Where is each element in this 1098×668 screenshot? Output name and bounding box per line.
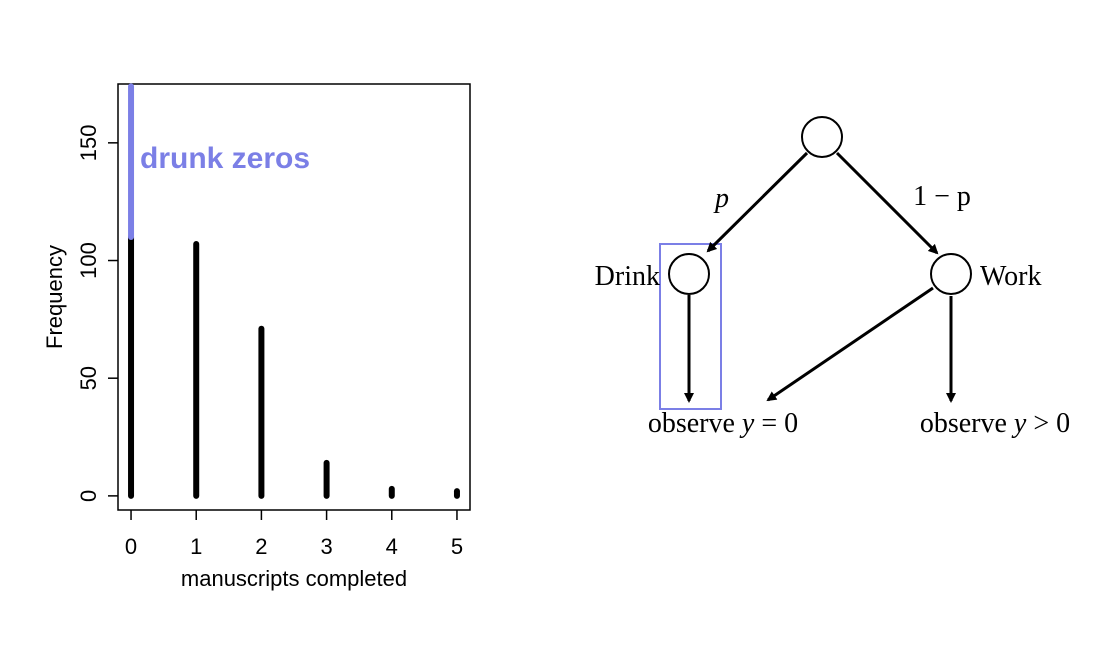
drink-node [668,253,710,295]
y-tick-label-50: 50 [76,366,101,390]
y-tick-label-0: 0 [76,490,101,502]
x-tick-label-0: 0 [125,534,137,559]
x-axis-label: manuscripts completed [181,566,407,591]
drink-path-highlight [659,243,722,410]
edge-root-to-drink [706,151,809,253]
process-tree-diagram: p 1 − p Drink Work observe y = 0 observe… [595,116,1070,439]
x-tick-label-1: 1 [190,534,202,559]
x-tick-label-3: 3 [320,534,332,559]
edge-label-one-minus-p-text: 1 − p [913,181,971,212]
x-tick-label-5: 5 [451,534,463,559]
outcome-zero-rel: = 0 [761,408,798,439]
outcome-positive-rel: > 0 [1033,408,1070,439]
x-axis-ticks: 0 1 2 3 4 5 [125,510,463,559]
outcome-positive-word: observe [920,408,1007,439]
edge-work-to-zero [766,286,934,402]
outcome-observe-zero: observe y = 0 [648,408,798,439]
work-node [930,253,972,295]
x-tick-label-2: 2 [255,534,267,559]
root-node [801,116,843,158]
outcome-zero-word: observe [648,408,735,439]
frequency-chart: 0 1 2 3 4 5 0 50 100 150 drunk zeros manuscripts… [42,83,471,591]
drink-label: Drink [595,261,660,292]
work-label: Work [980,261,1042,292]
outcome-positive-var: y [1011,408,1027,439]
y-tick-label-100: 100 [76,242,101,279]
y-axis-label: Frequency [42,245,67,349]
edge-root-to-work [835,151,939,255]
edge-label-one-minus-p: 1 − p [913,181,971,212]
outcome-zero-var: y [739,408,755,439]
chart-bars [128,83,460,499]
outcome-observe-positive: observe y > 0 [920,408,1070,439]
edge-label-p: p [713,183,729,214]
drunk-zeros-annotation: drunk zeros [140,142,310,175]
y-tick-label-150: 150 [76,124,101,161]
plot-frame [117,83,471,511]
y-axis-ticks: 0 50 100 150 [76,124,118,502]
x-tick-label-4: 4 [386,534,398,559]
